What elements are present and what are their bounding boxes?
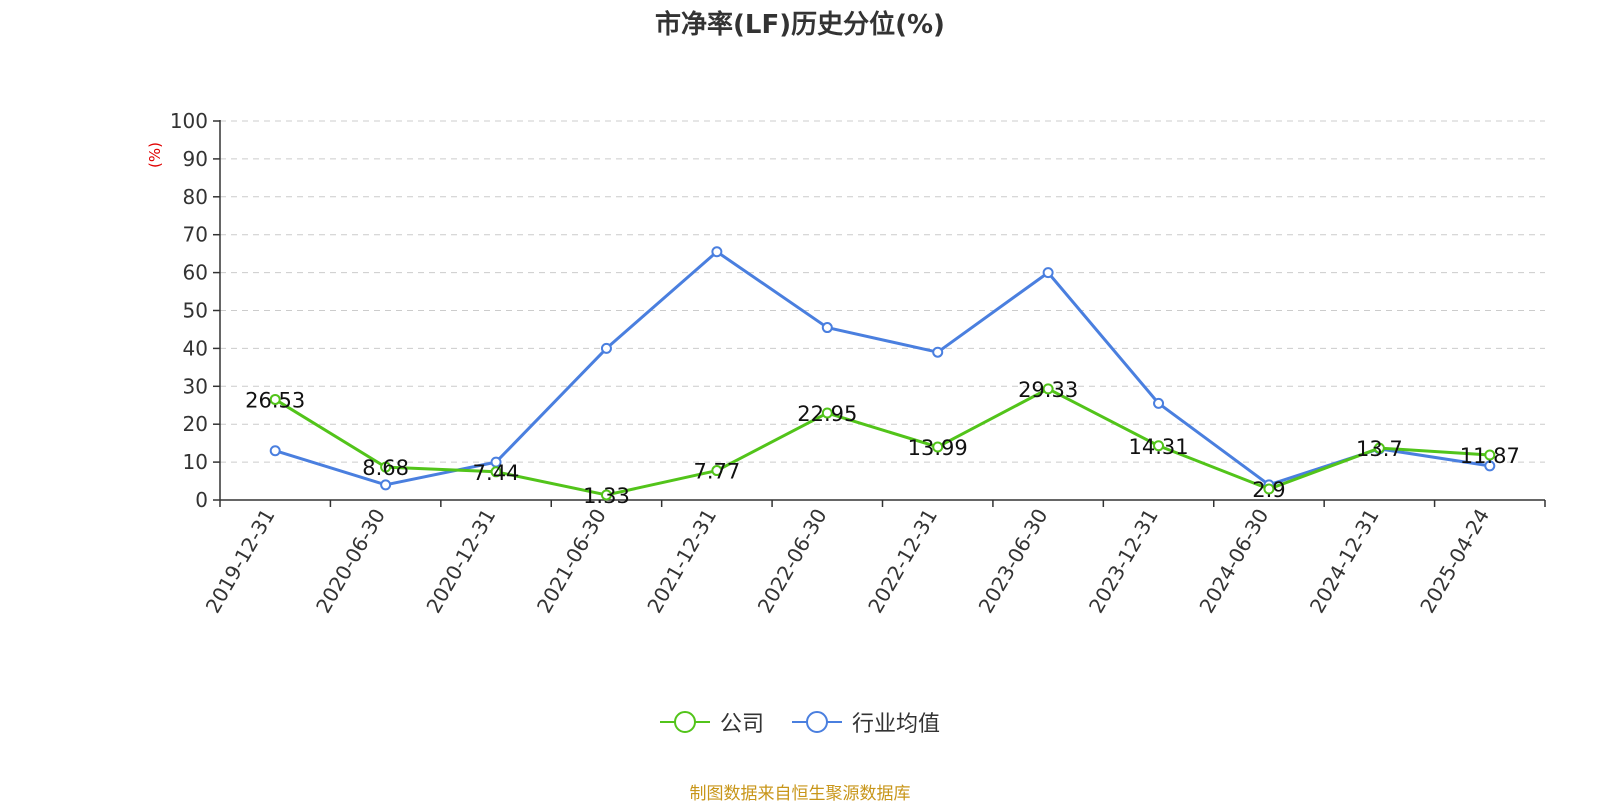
- y-tick-label: 70: [183, 223, 208, 247]
- y-axis-title: (%): [146, 142, 164, 168]
- data-label: 7.44: [473, 461, 520, 485]
- y-tick-label: 90: [183, 147, 208, 171]
- data-point: [1484, 460, 1496, 472]
- x-tick-label: 2023-12-31: [1084, 505, 1163, 618]
- y-tick-label: 80: [183, 185, 208, 209]
- x-tick-label: 2023-06-30: [974, 505, 1053, 618]
- y-tick-label: 60: [183, 261, 208, 285]
- y-tick-label: 0: [195, 488, 208, 512]
- data-point: [1373, 442, 1385, 454]
- data-point: [711, 246, 723, 258]
- data-point: [821, 407, 833, 419]
- data-point: [1484, 449, 1496, 461]
- chart-title: 市净率(LF)历史分位(%): [655, 10, 945, 40]
- data-label: 1.33: [583, 484, 630, 508]
- series-line: [274, 387, 1490, 497]
- data-label: 13.99: [908, 436, 968, 460]
- data-point: [821, 322, 833, 334]
- y-tick-label: 100: [170, 109, 208, 133]
- data-point: [711, 465, 723, 477]
- data-point: [269, 393, 281, 405]
- data-label: 11.87: [1460, 444, 1520, 468]
- x-tick-label: 2025-04-24: [1415, 505, 1494, 618]
- data-label: 29.33: [1018, 378, 1078, 402]
- data-point: [490, 466, 502, 478]
- data-point: [380, 479, 392, 491]
- x-tick-label: 2022-12-31: [863, 504, 942, 617]
- data-label: 2.9: [1252, 478, 1285, 502]
- legend-item-company[interactable]: 公司: [659, 706, 764, 738]
- y-tick-label: 50: [183, 299, 208, 323]
- y-tick-label: 20: [183, 412, 208, 436]
- legend: 公司 行业均值: [0, 706, 1600, 738]
- y-tick-label: 10: [183, 450, 208, 474]
- y-tick-label: 30: [183, 374, 208, 398]
- data-point: [1263, 483, 1275, 495]
- x-tick-label: 2020-12-31: [421, 504, 500, 617]
- data-point: [600, 342, 612, 354]
- data-label: 22.95: [797, 402, 857, 426]
- x-tick-label: 2019-12-31: [201, 505, 280, 618]
- data-point: [1042, 267, 1054, 279]
- data-label: 14.31: [1128, 435, 1188, 459]
- legend-company-marker-icon: [659, 711, 710, 733]
- data-point: [1153, 397, 1165, 409]
- data-label: 26.53: [245, 388, 305, 412]
- gridlines: [220, 120, 1545, 463]
- data-point: [1153, 440, 1165, 452]
- x-tick-label: 2024-12-31: [1305, 505, 1384, 618]
- data-point: [1042, 383, 1054, 395]
- series-line: [274, 250, 1491, 487]
- series: [269, 246, 1496, 501]
- data-label: 8.68: [362, 456, 409, 480]
- legend-label-industry-average: 行业均值: [852, 712, 941, 737]
- data-label: 13.7: [1356, 437, 1403, 461]
- data-label: 7.77: [693, 460, 740, 484]
- y-tick-label: 40: [183, 336, 208, 360]
- data-point: [600, 489, 612, 501]
- data-point: [269, 445, 281, 457]
- legend-item-industry-average[interactable]: 行业均值: [792, 706, 940, 738]
- x-tick-label: 2021-12-31: [642, 505, 721, 618]
- data-labels: 26.53 8.68 7.44 1.33 7.77 22.95 13.99 29.33 14.3…: [245, 378, 1520, 508]
- data-point: [932, 346, 944, 358]
- x-tick-label: 2021-06-30: [532, 505, 611, 618]
- legend-label-company: 公司: [719, 712, 764, 737]
- data-point: [932, 441, 944, 453]
- source-note: 制图数据来自恒生聚源数据库: [689, 784, 911, 804]
- x-tick-label: 2024-06-30: [1194, 505, 1273, 618]
- legend-industry-marker-icon: [792, 711, 842, 733]
- data-point: [380, 461, 392, 473]
- axes: 0 10 20 30 40 50 60 70 80 90 100 2019-12-31 2020-06-…: [170, 109, 1546, 618]
- x-tick-label: 2020-06-30: [311, 505, 390, 618]
- x-tick-label: 2022-06-30: [753, 505, 832, 618]
